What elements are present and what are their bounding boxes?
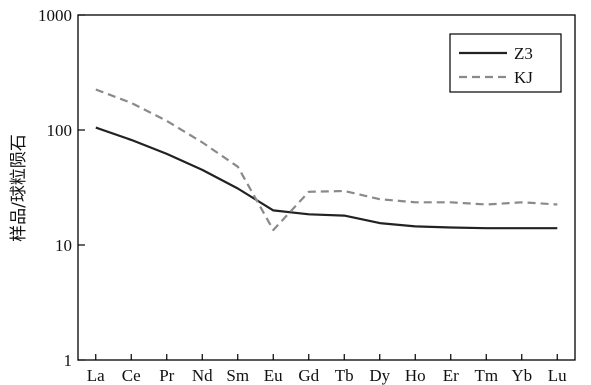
x-tick-label: Lu xyxy=(548,366,567,385)
x-tick-label: Eu xyxy=(264,366,283,385)
x-tick-label: Ho xyxy=(405,366,426,385)
x-tick-labels: La Ce Pr Nd Sm Eu Gd Tb Dy Ho Er Tm Yb Lu xyxy=(87,366,567,385)
y-tick-label: 1 xyxy=(64,351,73,370)
x-tick-label: Ce xyxy=(122,366,141,385)
x-tick-label: Pr xyxy=(159,366,174,385)
y-tick-label: 10 xyxy=(55,236,72,255)
legend-box xyxy=(449,33,562,93)
x-tick-label: Dy xyxy=(369,366,390,385)
x-tick-label: Nd xyxy=(192,366,213,385)
y-tick-label: 100 xyxy=(47,121,73,140)
series-line-kj xyxy=(95,88,558,232)
y-axis-label: 样品/球粒陨石 xyxy=(9,134,29,242)
y-tick-labels: 1 10 100 1000 xyxy=(38,6,72,370)
legend-label-kj: KJ xyxy=(514,68,533,87)
x-tick-label: La xyxy=(87,366,105,385)
legend: Z3 KJ xyxy=(449,33,562,93)
legend-label-z3: Z3 xyxy=(514,44,533,63)
series-line-z3 xyxy=(95,126,558,230)
axis-ticks xyxy=(78,14,558,361)
x-tick-label: Er xyxy=(443,366,459,385)
x-tick-label: Sm xyxy=(226,366,249,385)
x-tick-label: Gd xyxy=(298,366,319,385)
plot-frame xyxy=(77,14,576,361)
y-tick-label: 1000 xyxy=(38,6,72,25)
x-tick-label: Tb xyxy=(335,366,354,385)
x-tick-label: Yb xyxy=(511,366,532,385)
x-tick-label: Tm xyxy=(474,366,498,385)
series-layer xyxy=(95,88,558,232)
